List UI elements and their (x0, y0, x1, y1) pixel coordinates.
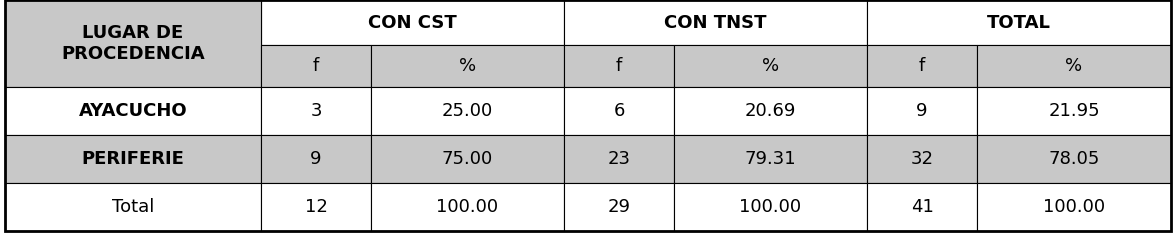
Bar (564, 183, 674, 231)
Text: 79.31: 79.31 (744, 150, 796, 168)
Bar (977, 135, 1171, 183)
Bar (564, 0, 867, 45)
Text: LUGAR DE
PROCEDENCIA: LUGAR DE PROCEDENCIA (61, 24, 205, 63)
Bar (564, 135, 674, 183)
Text: 29: 29 (608, 198, 630, 216)
Bar (370, 135, 564, 183)
Bar (674, 87, 867, 135)
Text: f: f (313, 57, 319, 75)
Bar (564, 45, 674, 87)
Text: 78.05: 78.05 (1048, 150, 1100, 168)
Text: f: f (616, 57, 622, 75)
Text: 100.00: 100.00 (1043, 198, 1105, 216)
Bar (5, 87, 261, 135)
Text: PERIFERIE: PERIFERIE (81, 150, 185, 168)
Text: 75.00: 75.00 (442, 150, 493, 168)
Bar (261, 135, 370, 183)
Bar (261, 45, 370, 87)
Text: 100.00: 100.00 (740, 198, 802, 216)
Bar (370, 45, 564, 87)
Bar (261, 183, 370, 231)
Bar (261, 87, 370, 135)
Text: TOTAL: TOTAL (987, 14, 1051, 32)
Text: 21.95: 21.95 (1048, 102, 1100, 120)
Bar (867, 87, 977, 135)
Text: CON CST: CON CST (368, 14, 456, 32)
Text: 9: 9 (916, 102, 928, 120)
Text: f: f (918, 57, 926, 75)
Text: 20.69: 20.69 (744, 102, 796, 120)
Bar (977, 183, 1171, 231)
Bar (5, 135, 261, 183)
Text: 6: 6 (614, 102, 624, 120)
Bar (977, 87, 1171, 135)
Bar (5, 0, 261, 45)
Text: Total: Total (112, 198, 154, 216)
Text: AYACUCHO: AYACUCHO (79, 102, 187, 120)
Bar (261, 0, 564, 45)
Bar (674, 45, 867, 87)
Text: 41: 41 (910, 198, 934, 216)
Bar (5, 0, 261, 87)
Text: 32: 32 (910, 150, 934, 168)
Text: 25.00: 25.00 (442, 102, 493, 120)
Text: %: % (762, 57, 779, 75)
Bar (867, 135, 977, 183)
Bar (674, 183, 867, 231)
Text: CON TNST: CON TNST (664, 14, 767, 32)
Text: %: % (1065, 57, 1083, 75)
Bar (564, 87, 674, 135)
Bar (867, 183, 977, 231)
Text: 9: 9 (310, 150, 322, 168)
Text: %: % (459, 57, 476, 75)
Bar (977, 45, 1171, 87)
Text: 12: 12 (305, 198, 327, 216)
Bar (867, 45, 977, 87)
Bar (5, 183, 261, 231)
Bar (370, 87, 564, 135)
Text: 3: 3 (310, 102, 322, 120)
Bar (370, 183, 564, 231)
Text: 100.00: 100.00 (436, 198, 499, 216)
Bar (867, 0, 1171, 45)
Text: 23: 23 (608, 150, 630, 168)
Bar (674, 135, 867, 183)
